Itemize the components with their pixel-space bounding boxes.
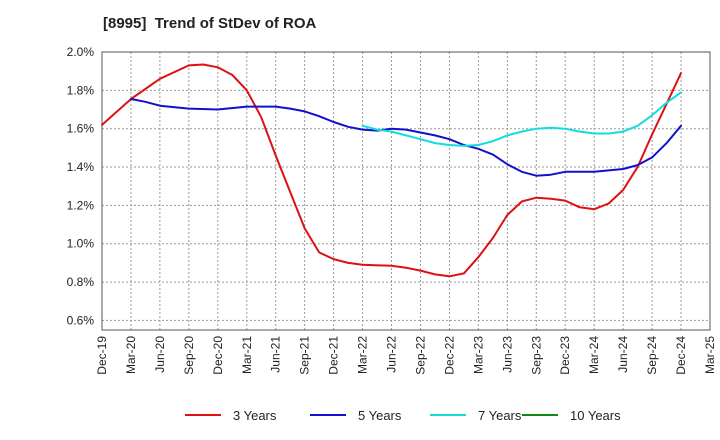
- legend-swatch: [522, 414, 558, 416]
- x-tick-label: Dec-23: [558, 336, 572, 375]
- legend-swatch: [310, 414, 346, 416]
- x-tick-label: Jun-24: [616, 336, 630, 373]
- x-tick-label: Sep-20: [182, 336, 196, 375]
- x-tick-label: Mar-24: [587, 336, 601, 374]
- y-tick-label: 0.6%: [67, 313, 95, 327]
- x-tick-label: Mar-22: [356, 336, 370, 374]
- x-tick-label: Dec-20: [211, 336, 225, 375]
- x-tick-label: Jun-20: [153, 336, 167, 373]
- chart-title: [8995] Trend of StDev of ROA: [103, 15, 317, 32]
- y-tick-label: 1.6%: [67, 122, 95, 136]
- x-tick-label: Jun-23: [500, 336, 514, 373]
- legend-label: 10 Years: [570, 407, 621, 423]
- legend-item: 7 Years: [430, 404, 521, 426]
- plot-frame: [101, 51, 711, 331]
- y-tick-label: 1.0%: [67, 237, 95, 251]
- x-tick-label: Dec-22: [442, 336, 456, 375]
- x-tick-label: Mar-23: [471, 336, 485, 374]
- legend: 3 Years 5 Years 7 Years 10 Years: [0, 404, 720, 426]
- series-layer: [101, 63, 682, 278]
- x-tick-label: Sep-23: [529, 336, 543, 375]
- series-line-7-years: [361, 91, 682, 147]
- legend-item: 10 Years: [522, 404, 621, 426]
- x-tick-label: Mar-21: [240, 336, 254, 374]
- x-tick-label: Dec-24: [674, 336, 688, 375]
- legend-label: 5 Years: [358, 407, 402, 423]
- y-tick-label: 0.8%: [67, 275, 95, 289]
- y-tick-label: 1.4%: [67, 160, 95, 174]
- x-tick-label: Dec-19: [95, 336, 109, 375]
- tick-label-layer: Dec-19 Mar-20 Jun-20 Sep-20 Dec-20 Mar-21 Jun-…: [67, 45, 717, 375]
- x-tick-label: Sep-22: [413, 336, 427, 375]
- legend-swatch: [185, 414, 221, 416]
- legend-item: 5 Years: [310, 404, 401, 426]
- x-tick-label: Jun-21: [269, 336, 283, 373]
- x-tick-label: Mar-20: [124, 336, 138, 374]
- y-tick-label: 1.2%: [67, 198, 95, 212]
- legend-swatch: [430, 414, 466, 416]
- y-tick-label: 1.8%: [67, 83, 95, 97]
- legend-label: 7 Years: [478, 407, 522, 423]
- axis-layer: [101, 51, 711, 331]
- x-tick-label: Sep-24: [645, 336, 659, 375]
- x-tick-label: Mar-25: [703, 336, 717, 374]
- x-tick-label: Dec-21: [327, 336, 341, 375]
- series-line-3-years: [101, 63, 682, 278]
- y-tick-label: 2.0%: [67, 45, 95, 59]
- series-line-5-years: [130, 98, 682, 177]
- x-tick-label: Jun-22: [385, 336, 399, 373]
- grid-layer: [101, 51, 711, 330]
- legend-label: 3 Years: [233, 407, 277, 423]
- x-tick-label: Sep-21: [298, 336, 312, 375]
- legend-item: 3 Years: [185, 404, 276, 426]
